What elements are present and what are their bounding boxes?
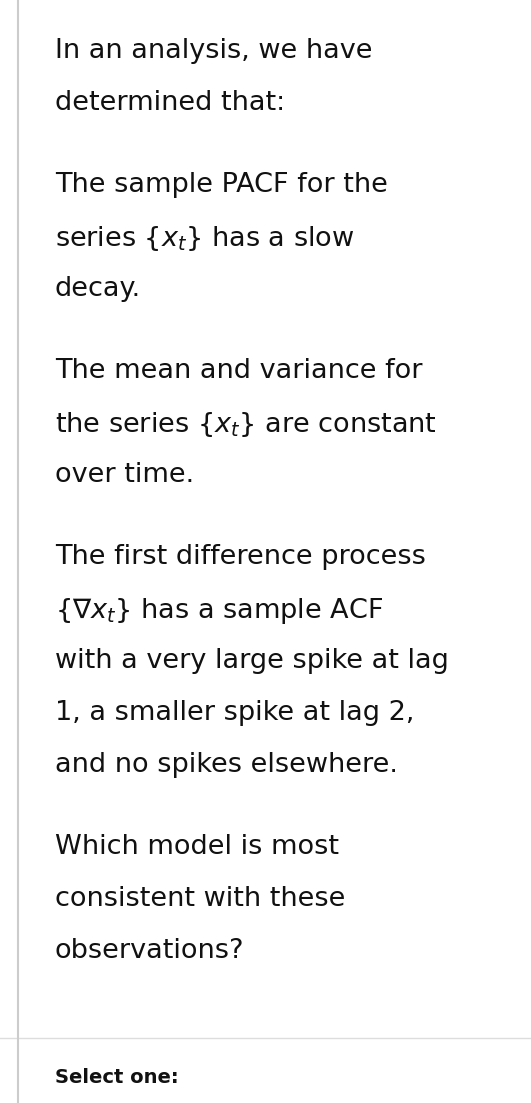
Text: series $\{x_t\}$ has a slow: series $\{x_t\}$ has a slow: [55, 224, 355, 253]
Text: consistent with these: consistent with these: [55, 886, 345, 912]
Text: observations?: observations?: [55, 938, 244, 964]
Text: determined that:: determined that:: [55, 90, 285, 116]
Text: Select one:: Select one:: [55, 1068, 178, 1086]
Text: Which model is most: Which model is most: [55, 834, 339, 860]
Text: the series $\{x_t\}$ are constant: the series $\{x_t\}$ are constant: [55, 410, 437, 439]
Text: The first difference process: The first difference process: [55, 544, 426, 570]
Text: The mean and variance for: The mean and variance for: [55, 358, 423, 384]
Text: decay.: decay.: [55, 276, 141, 302]
Text: and no spikes elsewhere.: and no spikes elsewhere.: [55, 752, 398, 778]
Text: over time.: over time.: [55, 462, 194, 488]
Text: The sample PACF for the: The sample PACF for the: [55, 172, 388, 199]
Text: In an analysis, we have: In an analysis, we have: [55, 38, 373, 64]
Text: 1, a smaller spike at lag 2,: 1, a smaller spike at lag 2,: [55, 700, 414, 726]
Text: with a very large spike at lag: with a very large spike at lag: [55, 647, 449, 674]
Text: $\{\nabla x_t\}$ has a sample ACF: $\{\nabla x_t\}$ has a sample ACF: [55, 596, 383, 627]
